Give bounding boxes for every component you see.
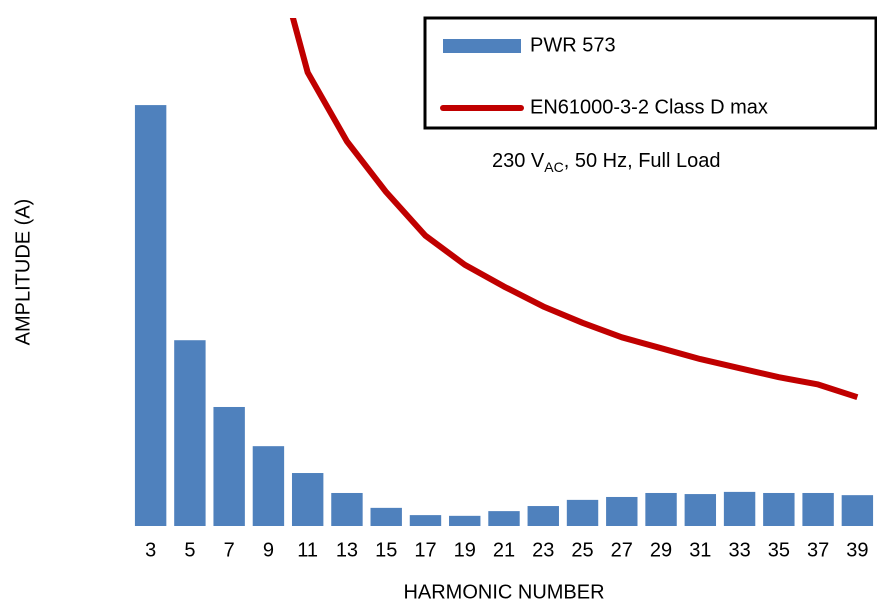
limit-line — [289, 18, 859, 401]
x-tick-label: 19 — [454, 539, 476, 561]
bar — [763, 492, 795, 526]
bar — [723, 491, 756, 526]
x-tick-label: 39 — [846, 539, 868, 561]
x-axis-label: HARMONIC NUMBER — [403, 581, 604, 603]
x-tick-label: 3 — [145, 539, 156, 561]
x-tick-label: 25 — [571, 539, 593, 561]
marks — [134, 105, 874, 526]
x-tick-label: 35 — [768, 539, 790, 561]
bar — [291, 473, 324, 526]
line-layer — [289, 18, 859, 401]
x-tick-label: 27 — [611, 539, 633, 561]
bar — [134, 105, 167, 526]
bar — [606, 496, 638, 526]
x-tick-label: 11 — [297, 539, 318, 561]
x-tick-label: 5 — [184, 539, 195, 561]
annotation-part: , 50 Hz, Full Load — [564, 150, 721, 172]
bar — [488, 511, 520, 526]
bar — [802, 492, 834, 526]
bar — [684, 494, 717, 526]
x-tick-label: 37 — [807, 539, 829, 561]
bar — [174, 340, 206, 526]
y-axis-label: AMPLITUDE (A) — [12, 199, 34, 346]
x-tick-label: 31 — [689, 539, 711, 561]
legend-swatch — [443, 39, 521, 53]
bar — [449, 515, 481, 526]
x-tick-label: 21 — [493, 539, 515, 561]
x-tick-label: 9 — [263, 539, 274, 561]
bar — [213, 406, 245, 526]
bar — [645, 492, 677, 526]
bar — [841, 495, 874, 526]
bar — [409, 515, 442, 526]
bar — [331, 492, 363, 526]
annotation: 230 VAC, 50 Hz, Full Load — [492, 150, 720, 174]
bar — [370, 507, 402, 526]
annotation-part: AC — [544, 159, 563, 175]
annotation-part: 230 V — [492, 150, 545, 172]
x-tick-label: 23 — [532, 539, 554, 561]
bar — [566, 499, 599, 526]
bar — [252, 446, 285, 526]
bar — [527, 506, 559, 526]
x-tick-label: 33 — [728, 539, 750, 561]
x-tick-label: 15 — [375, 539, 397, 561]
x-tick-label: 17 — [414, 539, 436, 561]
x-tick-label: 29 — [650, 539, 672, 561]
annotation-bg — [434, 142, 810, 182]
x-tick-label: 13 — [336, 539, 358, 561]
legend-label: EN61000-3-2 Class D max — [530, 96, 768, 118]
x-tick-label: 7 — [224, 539, 235, 561]
legend-label: PWR 573 — [530, 34, 616, 56]
